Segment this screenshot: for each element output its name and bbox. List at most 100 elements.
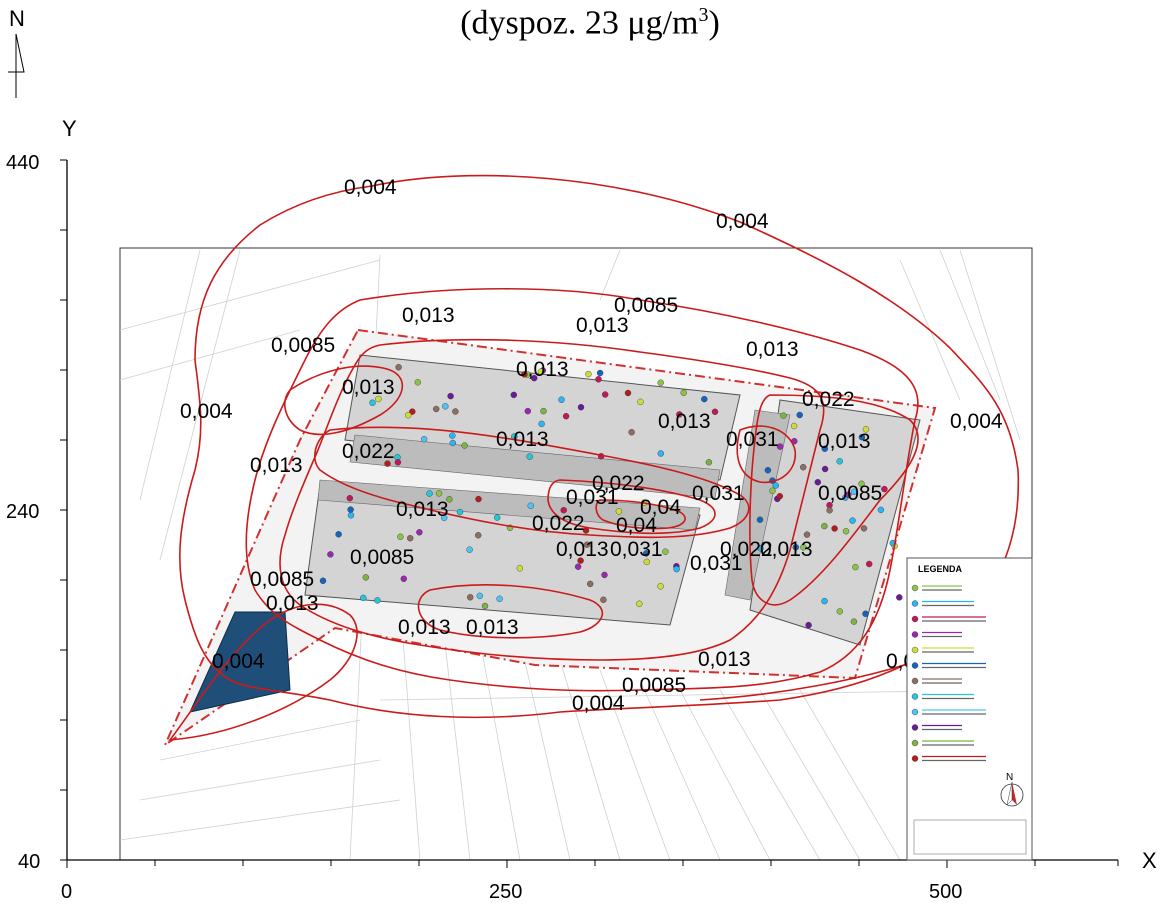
site-marker (587, 580, 594, 588)
site-marker (447, 392, 454, 400)
site-marker (452, 408, 459, 415)
y-axis: Y 440 240 40 (6, 116, 77, 873)
site-markers (319, 364, 903, 629)
site-marker (449, 432, 456, 439)
legend-notes-box (913, 819, 1027, 855)
isoline-south-0-013 (417, 584, 604, 639)
site-marker (821, 522, 828, 530)
site-marker (643, 558, 650, 566)
site-marker (466, 546, 473, 553)
site-marker (673, 565, 680, 573)
isoline-label: 0,0085 (250, 568, 314, 591)
legend-marker-icon (911, 724, 919, 731)
y-tick-label: 40 (18, 851, 40, 873)
site-marker (772, 482, 779, 489)
site-marker (615, 508, 623, 515)
isoline-0-0085-southwest (168, 603, 358, 741)
y-tick-label: 240 (6, 501, 39, 523)
legend-marker-icon (911, 646, 919, 654)
isoline-label: 0,022 (802, 388, 855, 411)
isoline-label: 0,04 (616, 514, 657, 537)
site-marker (852, 563, 859, 571)
site-marker (836, 608, 843, 615)
site-marker (862, 610, 869, 617)
legend-marker-icon (911, 615, 919, 623)
isoline-label: 0,022 (342, 440, 395, 463)
site-marker (756, 516, 764, 523)
site-marker (821, 445, 828, 452)
site-marker (496, 595, 503, 602)
site-marker (433, 405, 440, 413)
isoline-label: 0,022 (720, 538, 773, 561)
site-marker (800, 464, 807, 471)
isoline-label: 0,013 (746, 338, 799, 361)
isoline-0-013-inner-west (284, 365, 404, 436)
legend-marker-icon (911, 662, 919, 669)
site-marker (602, 391, 609, 398)
site-marker (796, 411, 803, 419)
site-marker (705, 459, 713, 466)
site-marker (362, 574, 369, 581)
site-marker (360, 594, 367, 602)
site-marker (405, 412, 412, 419)
site-marker (395, 364, 402, 371)
x-tick-label: 0 (61, 881, 72, 903)
isoline-label: 0,013 (250, 454, 303, 477)
site-marker (384, 460, 391, 467)
isoline-label: 0,0085 (614, 294, 678, 317)
isoline-east-0-031 (736, 425, 796, 484)
site-marker (601, 571, 608, 579)
site-marker (657, 583, 664, 590)
isoline-label: 0,004 (716, 210, 769, 233)
site-marker (792, 544, 799, 551)
site-marker (537, 368, 545, 375)
isoline-label: 0,004 (180, 400, 233, 423)
site-marker (467, 594, 474, 601)
site-marker (347, 512, 355, 519)
site-marker (558, 396, 565, 403)
site-marker (595, 376, 602, 383)
site-marker (397, 533, 404, 540)
y-tick-label: 440 (6, 152, 39, 174)
isoline-labels: 0,004 0,004 0,004 0,004 0,004 0,004 0,00… (180, 176, 1003, 715)
title-superscript: 3 (698, 4, 709, 26)
map-title: (dyspoz. 23 μg/m3) (410, 4, 770, 42)
legend-compass-icon: N (1000, 772, 1024, 807)
parking-strips (317, 409, 791, 601)
site-marker (831, 525, 838, 532)
site-marker (526, 453, 533, 460)
site-marker (510, 391, 517, 399)
site-marker (527, 502, 534, 509)
isoline-label: 0,0085 (350, 546, 414, 569)
site-marker (636, 600, 643, 607)
site-marker (456, 508, 464, 516)
site-marker (680, 389, 687, 396)
site-marker (757, 545, 764, 552)
site-marker (790, 422, 798, 430)
site-marker (426, 490, 433, 497)
isoline-label: 0,013 (266, 592, 319, 615)
site-marker (577, 557, 584, 564)
legend-marker-icon (911, 739, 919, 747)
isoline-0-031 (547, 479, 716, 535)
legend-marker-icon (911, 708, 919, 716)
legend-marker-icon (911, 600, 919, 607)
isoline-label: 0,013 (402, 304, 455, 327)
site-marker (877, 506, 885, 514)
legend-marker-icon (911, 631, 919, 638)
isoline-label: 0,013 (496, 428, 549, 451)
site-marker (600, 596, 607, 603)
site-marker (475, 532, 482, 539)
isoline-label: 0,04 (640, 496, 681, 519)
site-marker (628, 429, 635, 436)
site-marker (657, 450, 664, 457)
site-marker (896, 594, 903, 601)
isoline-label: 0,004 (572, 692, 625, 715)
site-marker (416, 529, 423, 536)
legend-marker-icon (911, 755, 919, 762)
site-marker (521, 371, 528, 378)
site-marker (435, 490, 443, 497)
site-marker (866, 560, 873, 568)
legend-marker-icon (911, 677, 919, 685)
site-marker (776, 493, 783, 500)
